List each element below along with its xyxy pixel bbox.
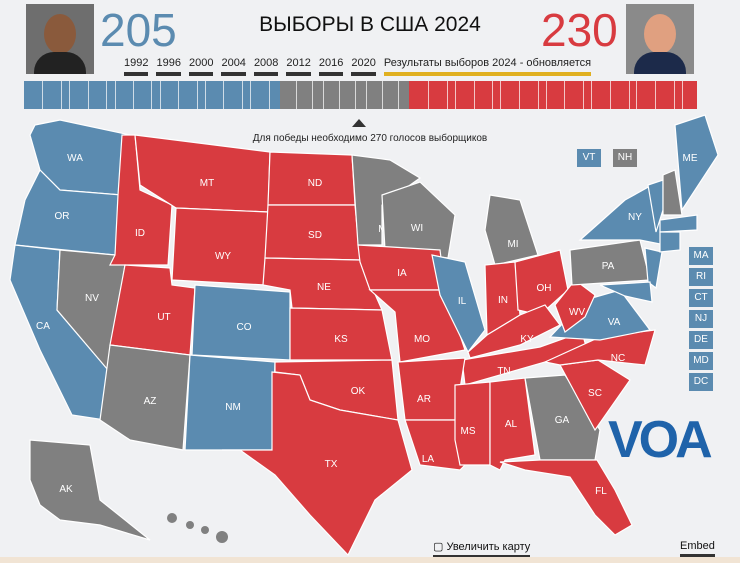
dem-electoral-votes: 205 [100,4,177,56]
bar-rep [409,81,697,109]
bar-undecided [280,81,410,109]
state-label-ny: NY [628,212,642,223]
state-ct[interactable] [659,231,681,253]
state-hi[interactable] [216,531,228,543]
embed-button[interactable]: Embed [680,540,715,558]
state-label-wa: WA [67,153,83,164]
state-label-ak: AK [59,484,73,495]
state-label-sd: SD [308,230,322,241]
voa-logo: VOA [608,411,713,469]
state-box-nj[interactable]: NJ [689,310,713,328]
year-tab[interactable]: 2012 [286,57,311,76]
year-tab[interactable]: 2020 [351,57,376,76]
state-label-tx: TX [325,459,338,470]
state-label-ks: KS [334,334,348,345]
state-hi[interactable] [186,521,194,529]
state-mo[interactable] [368,289,466,363]
state-label-az: AZ [144,396,157,407]
state-label-ut: UT [157,312,170,323]
state-label-in: IN [498,295,508,306]
state-label-ky: KY [520,334,534,345]
state-me[interactable] [674,114,719,212]
page-title: ВЫБОРЫ В США 2024 [259,13,481,36]
state-label-wy: WY [215,251,231,262]
state-label-ca: CA [36,321,50,332]
state-hi[interactable] [167,513,177,523]
state-label-mi: MI [507,239,518,250]
state-ga[interactable] [524,374,601,461]
state-tn[interactable] [461,331,588,386]
state-label-fl: FL [595,486,607,497]
state-tx[interactable] [222,371,413,557]
state-nj[interactable] [644,247,663,290]
year-tab[interactable]: 2004 [221,57,246,76]
state-label-ar: AR [417,394,431,405]
state-fl[interactable] [499,459,633,536]
state-oh[interactable] [514,249,569,316]
state-box-ri[interactable]: RI [689,268,713,286]
state-label-ok: OK [351,386,366,397]
rep-electoral-votes: 230 [541,4,618,56]
year-tab[interactable]: 1996 [156,57,181,76]
year-tabs: 1992 1996 2000 2004 2008 2012 2016 2020 … [124,57,592,76]
state-label-nc: NC [611,353,625,364]
harris-photo [26,4,94,74]
bar-dem [24,81,281,109]
bottom-strip [0,557,740,563]
year-tab[interactable]: 2008 [253,57,279,76]
state-nh[interactable] [662,169,683,216]
state-label-mt: MT [200,178,214,189]
state-label-oh: OH [537,283,552,294]
state-label-ms: MS [461,426,476,437]
state-wi[interactable] [381,181,456,259]
270-marker-icon [352,119,366,127]
state-label-nv: NV [85,293,99,304]
state-il[interactable] [431,254,486,354]
state-label-co: CO [237,322,252,333]
state-label-al: AL [505,419,518,430]
state-label-nm: NM [225,402,241,413]
state-box-nh[interactable]: NH [613,149,637,167]
state-az[interactable] [99,344,191,451]
trump-photo [626,4,694,74]
state-ky[interactable] [467,304,561,359]
state-box-dc[interactable]: DC [689,373,713,391]
state-box-de[interactable]: DE [689,331,713,349]
state-label-la: LA [422,454,435,465]
state-ma[interactable] [659,214,698,233]
state-box-md[interactable]: MD [689,352,713,370]
state-wy[interactable] [171,207,269,286]
state-label-il: IL [458,296,467,307]
state-md[interactable] [599,281,653,303]
state-label-pa: PA [602,261,615,272]
state-box-ct[interactable]: CT [689,289,713,307]
year-tab[interactable]: 2016 [318,57,344,76]
state-label-va: VA [608,317,621,328]
state-hi[interactable] [201,526,209,534]
state-box-ma[interactable]: MA [689,247,713,265]
state-ms[interactable] [454,381,491,466]
year-tab[interactable]: 2000 [188,57,214,76]
state-box-vt[interactable]: VT [577,149,601,167]
state-label-me: ME [683,153,698,164]
state-label-id: ID [135,228,145,239]
year-tab-2024[interactable]: Результаты выборов 2024 - обновляется [383,57,592,76]
state-label-wv: WV [569,307,585,318]
year-tab[interactable]: 1992 [124,57,149,76]
state-label-sc: SC [588,388,602,399]
win-threshold-note: Для победы необходимо 270 голосов выборщ… [252,133,488,144]
state-label-wi: WI [411,223,423,234]
electoral-vote-bar [24,81,697,109]
state-label-nd: ND [308,178,322,189]
state-mi[interactable] [484,194,539,266]
state-label-ia: IA [397,268,407,279]
state-label-tn: TN [497,366,510,377]
state-label-mo: MO [414,334,430,345]
state-label-ne: NE [317,282,331,293]
state-label-or: OR [55,211,70,222]
state-ak[interactable] [29,439,151,541]
state-label-ga: GA [555,415,570,426]
